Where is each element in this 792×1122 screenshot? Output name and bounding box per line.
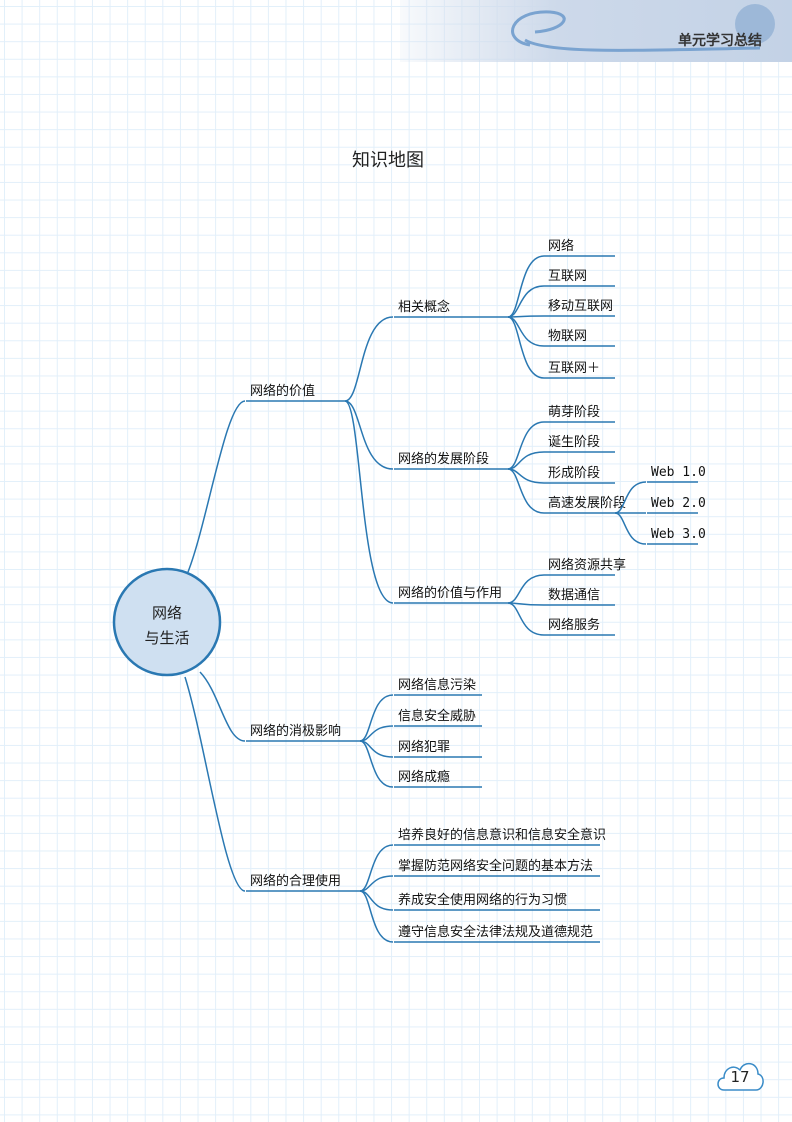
connector bbox=[614, 512, 647, 545]
node-label: 掌握防范网络安全问题的基本方法 bbox=[398, 858, 593, 874]
cloud-icon bbox=[717, 1062, 764, 1091]
node-label: 网络犯罪 bbox=[398, 739, 450, 755]
connector bbox=[614, 481, 647, 514]
node-label: 数据通信 bbox=[548, 588, 600, 603]
page-number-badge: 17 bbox=[716, 1058, 764, 1092]
connector bbox=[507, 285, 545, 318]
node-label: 网络服务 bbox=[548, 617, 600, 633]
connector bbox=[359, 890, 394, 943]
globe-logo-icon bbox=[511, 4, 775, 52]
node-label: 培养良好的信息意识和信息安全意识 bbox=[398, 827, 606, 843]
connector bbox=[507, 602, 545, 636]
connector bbox=[507, 574, 545, 604]
node-label: Web 3.0 bbox=[651, 527, 706, 542]
connector bbox=[507, 315, 545, 318]
connector bbox=[184, 676, 246, 892]
connector bbox=[359, 725, 394, 742]
connector bbox=[187, 400, 246, 573]
connector bbox=[359, 844, 394, 892]
center-label-line2: 与生活 bbox=[144, 629, 189, 647]
page-number: 17 bbox=[730, 1068, 750, 1086]
node-label: 诞生阶段 bbox=[548, 435, 600, 450]
node-label: 网络的价值 bbox=[250, 383, 315, 399]
node-label: 网络的消极影响 bbox=[250, 723, 341, 739]
node-label: 网络资源共享 bbox=[548, 557, 626, 573]
connector bbox=[507, 468, 545, 514]
connector bbox=[199, 671, 246, 742]
header-banner: 单元学习总结 bbox=[400, 0, 792, 62]
connector bbox=[359, 875, 394, 892]
node-label: 形成阶段 bbox=[548, 466, 600, 481]
node-label: 网络信息污染 bbox=[398, 677, 476, 693]
node-label: 互联网＋ bbox=[548, 361, 600, 376]
connector bbox=[344, 400, 394, 604]
connector bbox=[359, 740, 394, 788]
connector bbox=[507, 316, 545, 379]
header-title: 单元学习总结 bbox=[678, 33, 762, 49]
connector bbox=[359, 694, 394, 742]
node-label: 移动互联网 bbox=[548, 299, 613, 314]
node-label: 互联网 bbox=[548, 269, 587, 284]
node-label: 信息安全威胁 bbox=[398, 708, 476, 724]
center-node bbox=[112, 567, 222, 677]
center-label-line1: 网络 bbox=[152, 604, 182, 622]
node-label: 网络成瘾 bbox=[398, 769, 450, 785]
node-label: 相关概念 bbox=[398, 299, 450, 315]
node-label: 养成安全使用网络的行为习惯 bbox=[398, 892, 567, 908]
node-label: 网络 bbox=[548, 238, 574, 254]
node-label: 网络的合理使用 bbox=[250, 873, 341, 889]
connector bbox=[507, 451, 545, 470]
connector bbox=[507, 421, 545, 470]
page-title: 知识地图 bbox=[352, 150, 424, 171]
connector bbox=[507, 468, 545, 484]
node-label: 网络的发展阶段 bbox=[398, 451, 489, 467]
node-label: Web 2.0 bbox=[651, 496, 706, 511]
node-label: 高速发展阶段 bbox=[548, 495, 626, 511]
node-label: Web 1.0 bbox=[651, 465, 706, 480]
node-label: 网络的价值与作用 bbox=[398, 585, 502, 601]
node-label: 萌芽阶段 bbox=[548, 405, 600, 420]
node-label: 物联网 bbox=[548, 329, 587, 344]
connector bbox=[344, 316, 394, 402]
connector bbox=[344, 400, 394, 470]
node-label: 遵守信息安全法律法规及道德规范 bbox=[398, 924, 593, 940]
